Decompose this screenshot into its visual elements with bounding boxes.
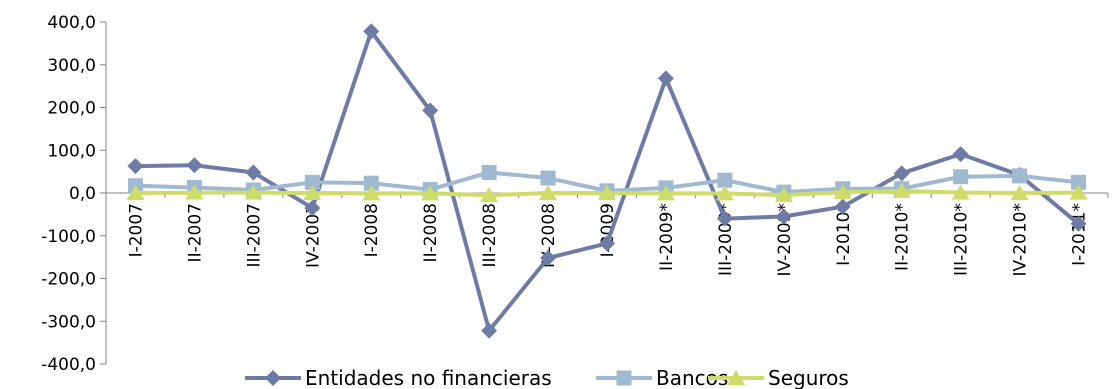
data-point-triangle [539, 185, 558, 200]
y-tick-label: 100,0 [47, 141, 96, 161]
legend-marker [727, 370, 745, 385]
x-tick-label: II-2007 [185, 203, 205, 262]
data-point-triangle [1069, 184, 1088, 200]
data-point-square [540, 170, 556, 186]
data-point-triangle [362, 185, 381, 201]
y-tick-label: -400,0 [41, 355, 96, 375]
data-point-diamond [1070, 215, 1087, 232]
data-point-triangle [715, 185, 734, 201]
data-point-square [1071, 174, 1087, 190]
data-point-triangle [1010, 185, 1029, 200]
data-point-diamond [540, 249, 557, 266]
data-point-triangle [774, 187, 793, 203]
data-point-square [304, 174, 320, 190]
data-point-triangle [126, 185, 145, 200]
y-axis-ticks: 400,0 300,0 200,0 100,0 0,0 -100,0 -200,0 -300,… [41, 13, 106, 375]
data-point-triangle [185, 184, 204, 200]
data-point-diamond [893, 165, 910, 182]
legend-item: Seguros [708, 366, 849, 389]
data-point-diamond [657, 70, 674, 87]
data-point-triangle [892, 182, 911, 198]
x-tick-label: I-2007 [126, 203, 146, 257]
data-point-diamond [245, 164, 262, 181]
data-point-diamond [716, 210, 733, 227]
data-point-square [717, 172, 733, 188]
y-tick-label: -200,0 [41, 270, 96, 290]
x-tick-label: III-2008 [480, 203, 500, 267]
data-point-diamond [304, 199, 321, 216]
legend-label: Seguros [768, 366, 849, 389]
x-tick-label: III-2010* [952, 203, 972, 276]
legend-item: Bancos [596, 366, 728, 389]
x-tick-label: III-2007 [244, 203, 264, 267]
x-tick-label: II-2009* [657, 203, 677, 271]
y-tick-label: -300,0 [41, 312, 96, 332]
data-point-triangle [833, 184, 852, 200]
data-point-diamond [775, 208, 792, 225]
legend-label: Entidades no financieras [305, 366, 552, 389]
x-tick-label: IV-2007 [303, 203, 323, 268]
data-point-diamond [186, 157, 203, 174]
legend-marker [616, 370, 632, 386]
y-tick-label: 200,0 [47, 99, 96, 119]
data-point-square [481, 164, 497, 180]
data-point-triangle [421, 185, 440, 201]
x-tick-label: II-2008 [421, 203, 441, 262]
y-tick-label: 400,0 [47, 13, 96, 33]
x-tick-label: IV-2009* [775, 203, 795, 277]
data-point-square [363, 175, 379, 191]
data-point-triangle [480, 187, 499, 203]
data-point-square [953, 169, 969, 185]
y-tick-label: 300,0 [47, 56, 96, 76]
legend: Entidades no financieras Bancos Seguros [245, 366, 849, 389]
series-0 [127, 23, 1087, 339]
data-point-diamond [363, 23, 380, 40]
data-point-triangle [244, 184, 263, 200]
x-axis-ticks: I-2007 II-2007 III-2007 IV-2007 I-2008 II-200… [105, 193, 1109, 277]
data-point-diamond [599, 235, 615, 252]
data-point-triangle [656, 185, 675, 201]
x-tick-label: I-2010* [834, 203, 854, 266]
series-layer [126, 23, 1088, 339]
data-point-diamond [834, 198, 851, 215]
series-2 [126, 182, 1088, 203]
x-tick-label: I-2011* [1070, 203, 1090, 266]
data-point-diamond [127, 158, 144, 175]
y-tick-label: 0,0 [69, 184, 96, 204]
x-tick-label: I-2008 [362, 203, 382, 257]
data-point-triangle [303, 185, 322, 200]
data-point-triangle [951, 184, 970, 200]
y-tick-label: -100,0 [41, 227, 96, 247]
legend-label: Bancos [656, 366, 728, 389]
x-tick-label: II-2010* [893, 203, 913, 271]
data-point-diamond [422, 102, 439, 119]
data-point-square [1012, 168, 1028, 184]
data-point-diamond [952, 146, 969, 163]
legend-item: Entidades no financieras [245, 366, 552, 389]
x-tick-label: IV-2008 [539, 203, 559, 268]
x-tick-label: IV-2010* [1011, 203, 1031, 277]
legend-marker [265, 370, 281, 386]
data-point-diamond [481, 322, 498, 339]
data-point-triangle [598, 185, 616, 200]
